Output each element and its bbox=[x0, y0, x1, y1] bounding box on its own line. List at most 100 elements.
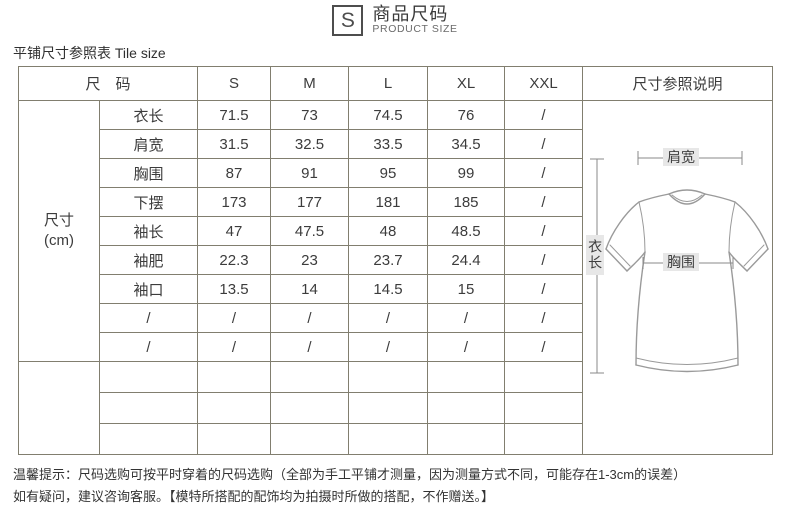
empty-row bbox=[19, 392, 773, 424]
logo-title-cn: 商品尺码 bbox=[372, 4, 449, 24]
value-cell: 47.5 bbox=[270, 216, 350, 246]
value-cell: / bbox=[504, 245, 584, 275]
tips-line-1: 温馨提示：尺码选购可按平时穿着的尺码选购（全部为手工平铺才测量，因为测量方式不同… bbox=[13, 467, 687, 482]
empty-cell bbox=[197, 392, 272, 424]
value-cell: / bbox=[348, 332, 429, 362]
tips-section: 温馨提示：尺码选购可按平时穿着的尺码选购（全部为手工平铺才测量，因为测量方式不同… bbox=[13, 464, 781, 508]
value-cell: 23 bbox=[270, 245, 350, 275]
garment-length-label: 衣长 bbox=[586, 235, 605, 275]
value-cell: / bbox=[504, 274, 584, 304]
value-cell: 15 bbox=[427, 274, 506, 304]
empty-row bbox=[19, 423, 773, 455]
empty-unit-cell bbox=[18, 361, 100, 455]
tips-line-2: 如有疑问，建议咨询客服。【模特所搭配的配饰均为拍摄时所做的搭配，不作赠送。】 bbox=[13, 489, 495, 504]
table-row: 袖口 13.5 14 14.5 15 / bbox=[19, 274, 773, 304]
value-cell: 47 bbox=[197, 216, 272, 246]
value-cell: / bbox=[427, 332, 506, 362]
empty-cell bbox=[98, 423, 199, 455]
value-cell: / bbox=[270, 332, 350, 362]
value-cell: 23.7 bbox=[348, 245, 429, 275]
row-label-cell: 肩宽 bbox=[98, 129, 199, 159]
empty-cell bbox=[348, 392, 429, 424]
value-cell: / bbox=[504, 187, 584, 217]
value-cell: / bbox=[197, 303, 272, 333]
value-cell: / bbox=[504, 216, 584, 246]
tshirt-diagram: 肩宽 衣长 胸围 bbox=[584, 102, 772, 454]
value-cell: 14.5 bbox=[348, 274, 429, 304]
size-letter-icon: S bbox=[332, 5, 364, 36]
row-label-cell: 袖长 bbox=[98, 216, 199, 246]
row-label-cell: / bbox=[98, 303, 199, 333]
value-cell: 177 bbox=[270, 187, 350, 217]
empty-cell bbox=[427, 423, 506, 455]
value-cell: / bbox=[270, 303, 350, 333]
table-row: 下摆 173 177 181 185 / bbox=[19, 187, 773, 217]
unit-label: 尺寸 bbox=[43, 211, 74, 229]
col-header-l: L bbox=[348, 66, 429, 101]
empty-cell bbox=[504, 423, 584, 455]
value-cell: 185 bbox=[427, 187, 506, 217]
value-cell: 33.5 bbox=[348, 129, 429, 159]
value-cell: 71.5 bbox=[197, 100, 272, 130]
value-cell: 95 bbox=[348, 158, 429, 188]
value-cell: 76 bbox=[427, 100, 506, 130]
value-cell: 99 bbox=[427, 158, 506, 188]
value-cell: / bbox=[197, 332, 272, 362]
size-code-header: 尺 码 bbox=[17, 66, 199, 101]
row-label-cell: / bbox=[98, 332, 199, 362]
brand-logo: S 商品尺码 PRODUCT SIZE bbox=[0, 5, 790, 36]
value-cell: 13.5 bbox=[197, 274, 272, 304]
table-row: / / / / / / bbox=[19, 303, 773, 333]
value-cell: 22.3 bbox=[197, 245, 272, 275]
empty-cell bbox=[98, 392, 199, 424]
table-row: 胸围 87 91 95 99 / bbox=[19, 158, 773, 188]
col-header-s: S bbox=[197, 66, 272, 101]
empty-cell bbox=[427, 392, 506, 424]
shoulder-width-label: 肩宽 bbox=[663, 148, 700, 167]
value-cell: / bbox=[427, 303, 506, 333]
value-cell: 34.5 bbox=[427, 129, 506, 159]
empty-cell bbox=[270, 361, 350, 393]
logo-title-en: PRODUCT SIZE bbox=[372, 22, 458, 35]
value-cell: / bbox=[504, 303, 584, 333]
table-subtitle: 平铺尺寸参照表 Tile size bbox=[13, 45, 166, 61]
value-cell: 48.5 bbox=[427, 216, 506, 246]
unit-sub: (cm) bbox=[44, 232, 74, 249]
value-cell: / bbox=[504, 129, 584, 159]
size-table: 尺 码 S M L XL XXL 尺寸参照说明 尺寸 (cm) 衣长 71.5 … bbox=[17, 66, 774, 455]
table-row: 袖长 47 47.5 48 48.5 / bbox=[19, 216, 773, 246]
empty-cell bbox=[197, 361, 272, 393]
empty-row bbox=[18, 361, 773, 455]
row-label-cell: 袖口 bbox=[98, 274, 199, 304]
value-cell: / bbox=[504, 332, 584, 362]
empty-cell bbox=[270, 392, 350, 424]
empty-cell bbox=[348, 423, 429, 455]
chest-width-label: 胸围 bbox=[663, 253, 700, 272]
value-cell: 74.5 bbox=[348, 100, 429, 130]
col-header-xl: XL bbox=[427, 66, 506, 101]
value-cell: 87 bbox=[197, 158, 272, 188]
empty-cell bbox=[197, 423, 272, 455]
value-cell: 48 bbox=[348, 216, 429, 246]
empty-cell bbox=[504, 361, 584, 393]
tshirt-illustration-icon bbox=[590, 151, 769, 374]
value-cell: 91 bbox=[270, 158, 350, 188]
value-cell: 181 bbox=[348, 187, 429, 217]
empty-cell bbox=[504, 392, 584, 424]
value-cell: 14 bbox=[270, 274, 350, 304]
col-header-xxl: XXL bbox=[504, 66, 584, 101]
table-row: 尺寸 (cm) 衣长 71.5 73 74.5 76 / bbox=[18, 100, 774, 455]
header-row: 尺 码 S M L XL XXL 尺寸参照说明 bbox=[17, 66, 774, 101]
empty-cell bbox=[348, 361, 429, 393]
ref-header: 尺寸参照说明 bbox=[582, 66, 774, 101]
value-cell: 24.4 bbox=[427, 245, 506, 275]
row-label-cell: 袖肥 bbox=[98, 245, 199, 275]
value-cell: 73 bbox=[270, 100, 350, 130]
value-cell: / bbox=[504, 158, 584, 188]
empty-cell bbox=[98, 361, 199, 393]
value-cell: / bbox=[348, 303, 429, 333]
table-row: / / / / / / bbox=[19, 332, 773, 362]
value-cell: 32.5 bbox=[270, 129, 350, 159]
value-cell: / bbox=[504, 100, 584, 130]
empty-cell bbox=[427, 361, 506, 393]
